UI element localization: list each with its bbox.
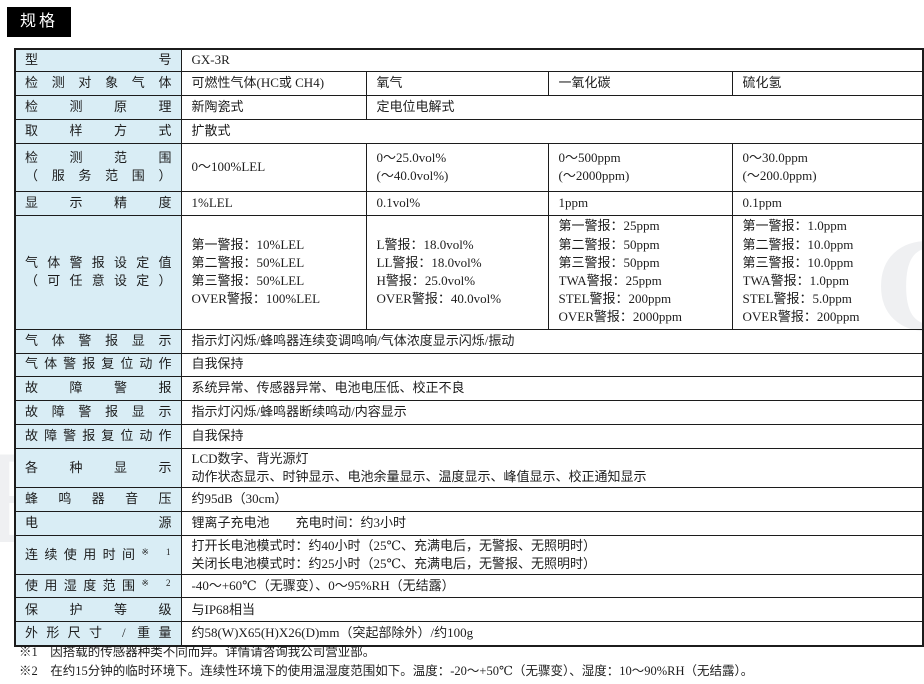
spec-cell: 0～500ppm (～2000ppm) <box>547 142 733 192</box>
spec-table: 型号 GX-3R 检测对象气体 可燃性气体(HC或 CH4) 氧气 一氧化碳 硫化氢 检测原理… <box>14 48 924 647</box>
row-label: 蜂鸣器音压 <box>14 486 182 512</box>
row-label: 连续使用时间※ 1 <box>14 534 182 576</box>
spec-cell: 指示灯闪烁/蜂鸣器连续变调鸣响/气体浓度显示闪烁/振动 <box>180 328 924 354</box>
table-row: 气体警报显示 指示灯闪烁/蜂鸣器连续变调鸣响/气体浓度显示闪烁/振动 <box>14 328 924 354</box>
row-label: 型号 <box>14 48 182 72</box>
table-row: 故障警报复位动作 自我保持 <box>14 423 924 449</box>
table-row: 检测原理 新陶瓷式 定电位电解式 <box>14 94 924 120</box>
spec-cell: 硫化氢 <box>731 70 924 96</box>
page-title: 规格 <box>7 7 72 37</box>
table-row: 气体警报复位动作 自我保持 <box>14 352 924 377</box>
spec-cell: 0～100%LEL <box>180 142 367 192</box>
table-row: 各种显示 LCD数字、背光源灯 动作状态显示、时钟显示、电池余量显示、温度显示、峰值… <box>14 447 924 488</box>
row-label: 显示精度 <box>14 190 182 216</box>
row-label: 保护等级 <box>14 597 182 623</box>
row-label: 故障警报显示 <box>14 399 182 425</box>
spec-cell: 第一警报：25ppm 第二警报：50ppm 第三警报：50ppm TWA警报：25pp… <box>547 214 733 330</box>
row-label: 故障警报复位动作 <box>14 423 182 449</box>
table-row: 故障警报显示 指示灯闪烁/蜂鸣器断续鸣动/内容显示 <box>14 399 924 425</box>
spec-cell: 打开长电池模式时：约40小时（25℃、充满电后，无警报、无照明时） 关闭长电池模式… <box>180 534 924 576</box>
spec-cell: 第一警报：10%LEL 第二警报：50%LEL 第三警报：50%LEL OVER警报：… <box>180 214 367 330</box>
spec-cell: 1ppm <box>547 190 733 216</box>
row-label: 取样方式 <box>14 118 182 144</box>
row-label: 电源 <box>14 510 182 536</box>
table-row: 故障警报 系统异常、传感器异常、电池电压低、校正不良 <box>14 375 924 401</box>
spec-cell: 自我保持 <box>180 352 924 377</box>
table-row: 使用湿度范围※ 2 -40～+60℃（无骤变）、0～95%RH（无结露） <box>14 574 924 599</box>
table-row: 电源 锂离子充电池 充电时间：约3小时 <box>14 510 924 536</box>
spec-cell: 定电位电解式 <box>365 94 924 120</box>
spec-cell: GX-3R <box>180 48 924 72</box>
spec-cell: 指示灯闪烁/蜂鸣器断续鸣动/内容显示 <box>180 399 924 425</box>
spec-cell: 系统异常、传感器异常、电池电压低、校正不良 <box>180 375 924 401</box>
row-label: 各种显示 <box>14 447 182 488</box>
table-row: 检测范围 （服务范围） 0～100%LEL 0～25.0vol% (～40.0vol%)… <box>14 142 924 192</box>
footnotes: ※1 因搭载的传感器种类不同而异。详情请咨询我公司营业部。 ※2 在约15分钟的… <box>19 643 917 681</box>
spec-cell: 约58(W)X65(H)X26(D)mm（突起部除外）/约100g <box>180 621 924 647</box>
row-label: 外形尺寸 / 重量 <box>14 621 182 647</box>
row-label: 气体警报显示 <box>14 328 182 354</box>
table-row: 保护等级 与IP68相当 <box>14 597 924 623</box>
spec-cell: -40～+60℃（无骤变）、0～95%RH（无结露） <box>180 574 924 599</box>
row-label: 使用湿度范围※ 2 <box>14 574 182 599</box>
spec-cell: 0.1vol% <box>365 190 549 216</box>
spec-cell: L警报：18.0vol% LL警报：18.0vol% H警报：25.0vol% OVE… <box>365 214 549 330</box>
spec-cell: 1%LEL <box>180 190 367 216</box>
table-row: 显示精度 1%LEL 0.1vol% 1ppm 0.1ppm <box>14 190 924 216</box>
spec-cell: 约95dB（30cm） <box>180 486 924 512</box>
spec-cell: 0.1ppm <box>731 190 924 216</box>
spec-cell: 第一警报：1.0ppm 第二警报：10.0ppm 第三警报：10.0ppm TWA警报… <box>731 214 924 330</box>
row-label: 检测对象气体 <box>14 70 182 96</box>
spec-cell: 与IP68相当 <box>180 597 924 623</box>
spec-cell: 0～30.0ppm (～200.0ppm) <box>731 142 924 192</box>
footnote-1: ※1 因搭载的传感器种类不同而异。详情请咨询我公司营业部。 <box>19 645 376 659</box>
spec-cell: 扩散式 <box>180 118 924 144</box>
table-row: 外形尺寸 / 重量 约58(W)X65(H)X26(D)mm（突起部除外）/约10… <box>14 621 924 647</box>
table-row: 型号 GX-3R <box>14 48 924 72</box>
footnote-2: ※2 在约15分钟的临时环境下。连续性环境下的使用温湿度范围如下。温度：-20～… <box>19 664 754 678</box>
spec-cell: 0～25.0vol% (～40.0vol%) <box>365 142 549 192</box>
table-row: 蜂鸣器音压 约95dB（30cm） <box>14 486 924 512</box>
row-label: 故障警报 <box>14 375 182 401</box>
table-row: 气体警报设定值 （可任意设定） 第一警报：10%LEL 第二警报：50%LEL 第三警报… <box>14 214 924 330</box>
footnote-marker: ※ 2 <box>141 578 172 589</box>
table-row: 取样方式 扩散式 <box>14 118 924 144</box>
spec-cell: 自我保持 <box>180 423 924 449</box>
spec-cell: 一氧化碳 <box>547 70 733 96</box>
row-label: 气体警报设定值 （可任意设定） <box>14 214 182 330</box>
table-row: 连续使用时间※ 1 打开长电池模式时：约40小时（25℃、充满电后，无警报、无照明… <box>14 534 924 576</box>
table-row: 检测对象气体 可燃性气体(HC或 CH4) 氧气 一氧化碳 硫化氢 <box>14 70 924 96</box>
spec-table-body: 型号 GX-3R 检测对象气体 可燃性气体(HC或 CH4) 氧气 一氧化碳 硫化氢 检测原理… <box>14 48 924 647</box>
spec-cell: 锂离子充电池 充电时间：约3小时 <box>180 510 924 536</box>
row-label: 气体警报复位动作 <box>14 352 182 377</box>
spec-cell: 可燃性气体(HC或 CH4) <box>180 70 367 96</box>
spec-cell: LCD数字、背光源灯 动作状态显示、时钟显示、电池余量显示、温度显示、峰值显示、校… <box>180 447 924 488</box>
spec-cell: 新陶瓷式 <box>180 94 367 120</box>
row-label: 检测范围 （服务范围） <box>14 142 182 192</box>
footnote-marker: ※ 1 <box>141 546 172 557</box>
row-label: 检测原理 <box>14 94 182 120</box>
spec-cell: 氧气 <box>365 70 549 96</box>
